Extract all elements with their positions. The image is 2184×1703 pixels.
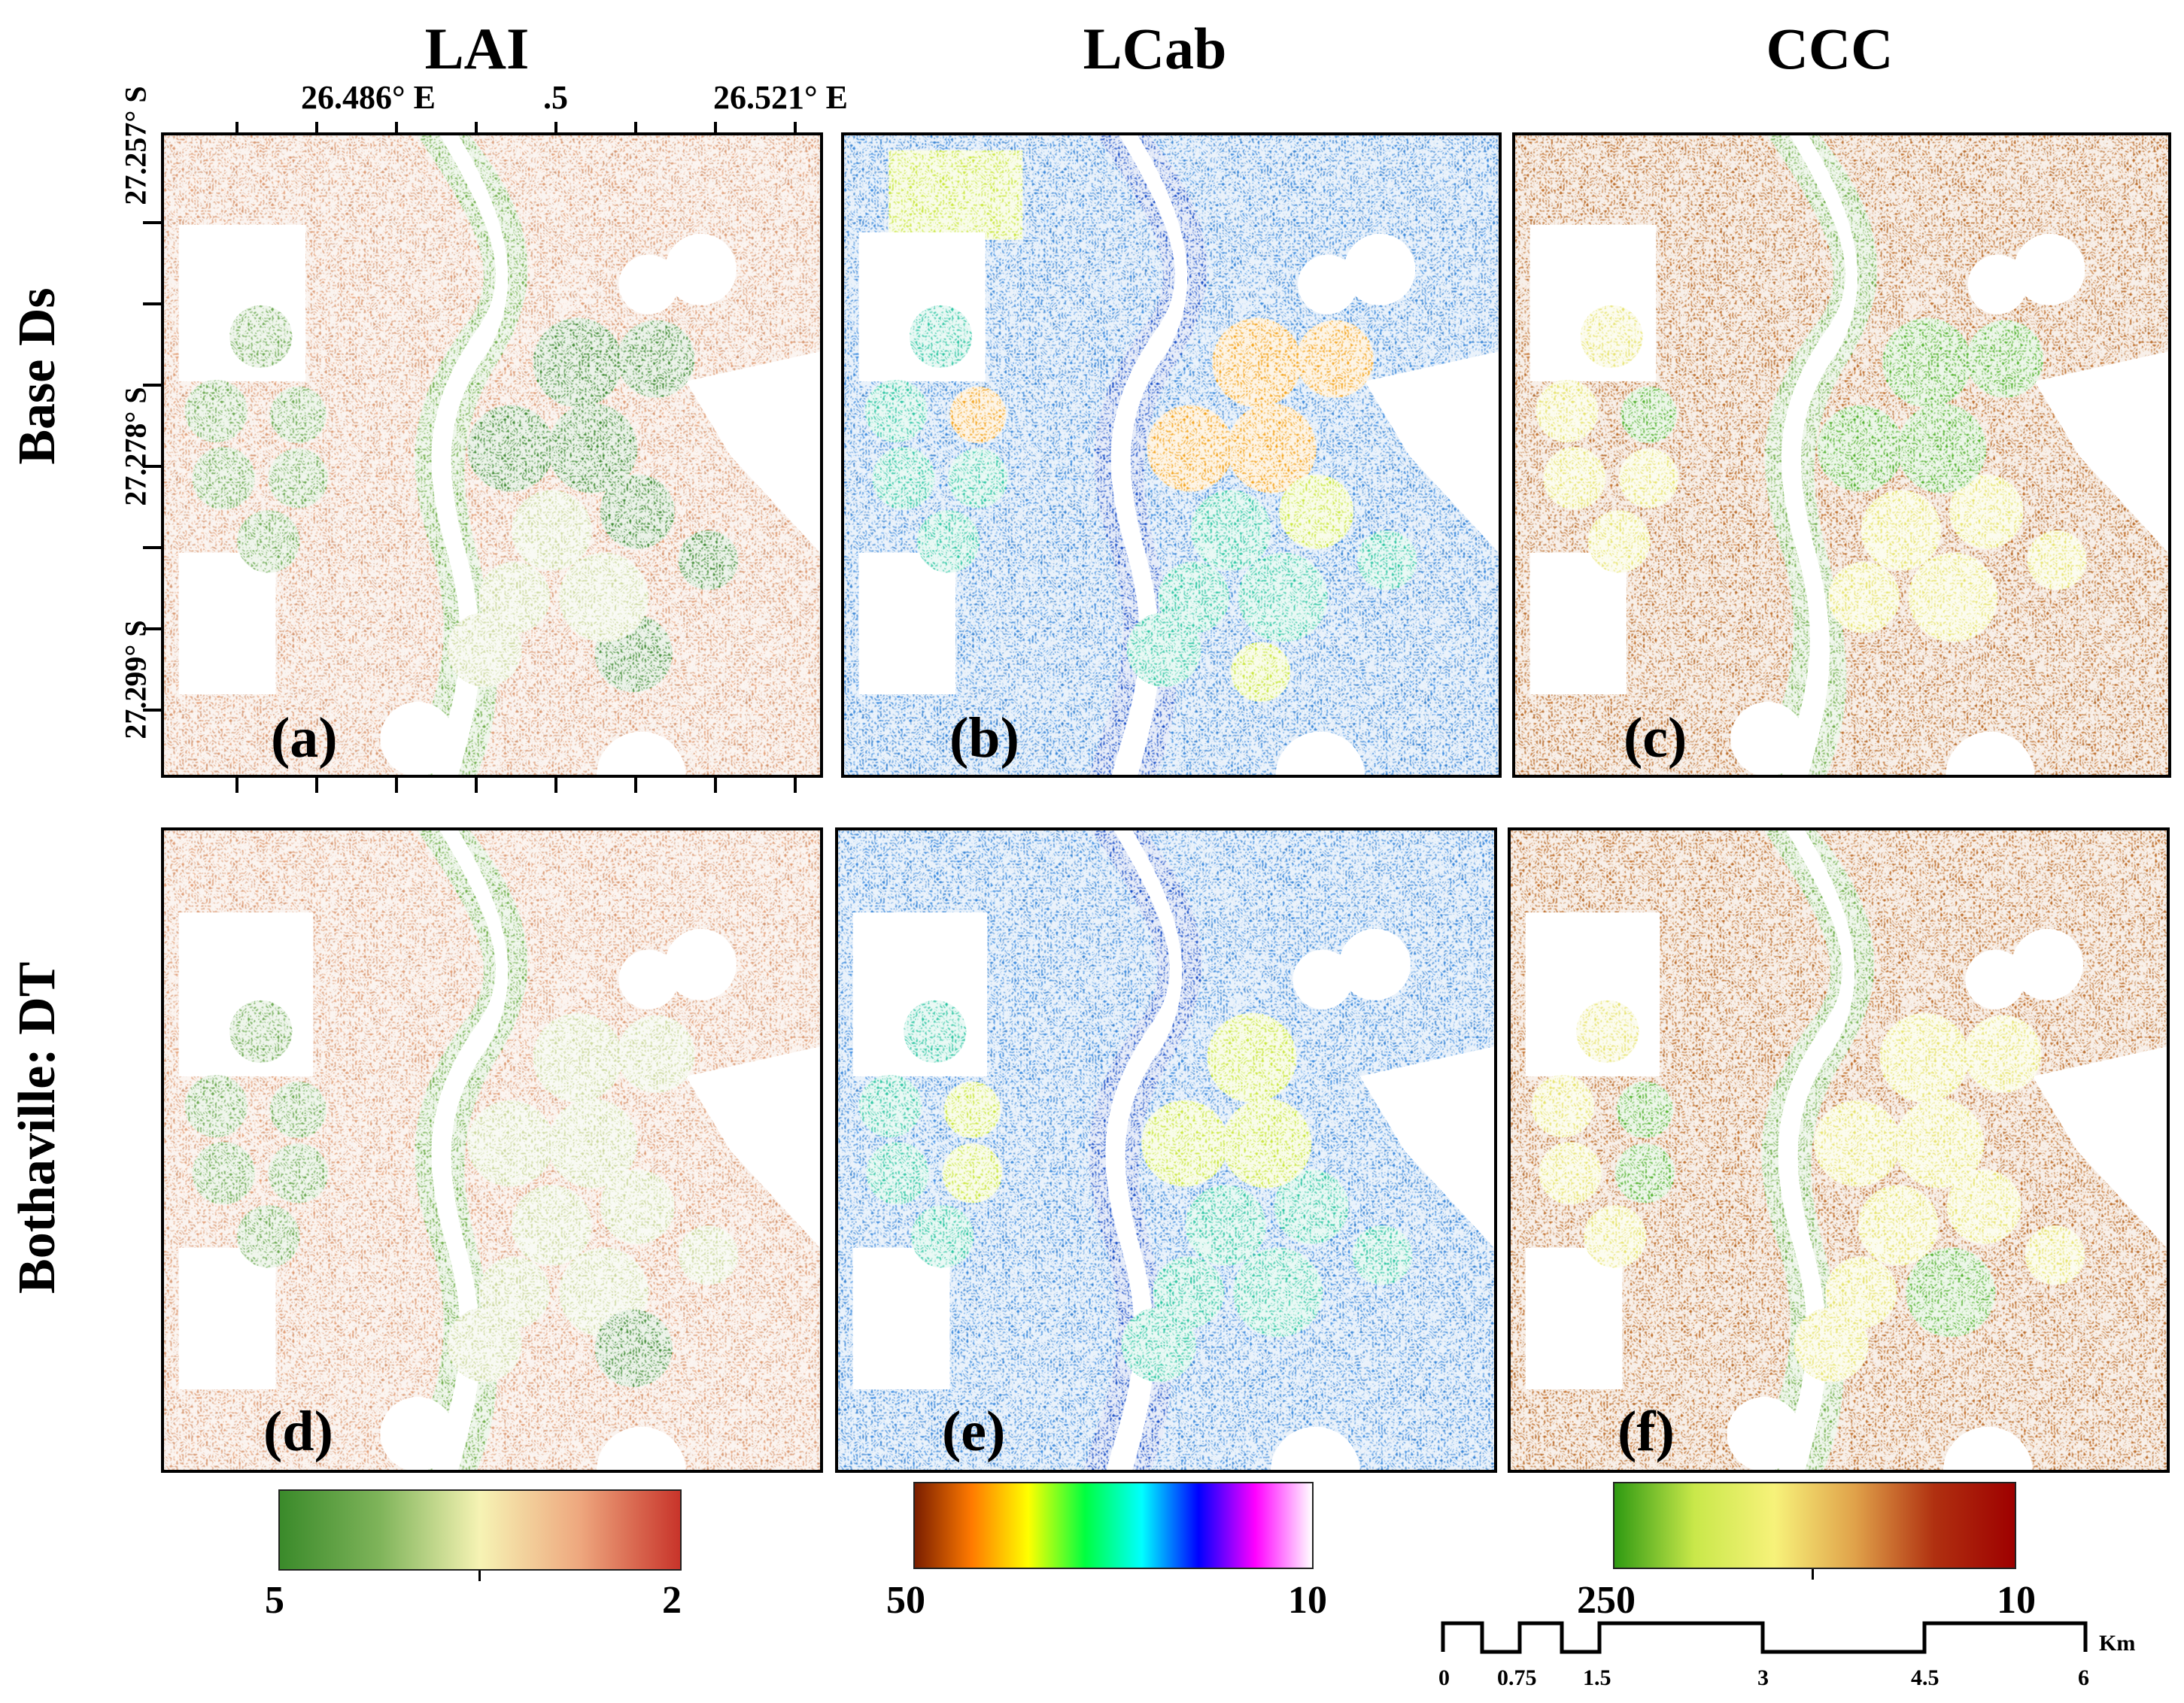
colorbar-lcab xyxy=(913,1482,1314,1569)
colorbar-ccc-midtick xyxy=(1812,1569,1814,1580)
lon-label-1: 26.486° E xyxy=(301,79,436,116)
row-title-bothaville: Bothaville: DT xyxy=(8,961,66,1294)
map-panel-d xyxy=(161,827,823,1473)
column-title-lai: LAI xyxy=(424,16,530,81)
map-lcab-dt xyxy=(838,830,1494,1470)
panel-label-f: (f) xyxy=(1617,1400,1675,1463)
column-title-lcab: LCab xyxy=(1083,16,1227,81)
row-title-base: Base Ds xyxy=(8,287,66,465)
scale-label-075: 0.75 xyxy=(1497,1665,1537,1690)
map-panel-c xyxy=(1512,132,2171,778)
graticule-ticks xyxy=(143,122,797,793)
map-lai-base xyxy=(164,135,820,775)
colorbar-lai xyxy=(278,1489,682,1571)
colorbar-lai-max: 2 xyxy=(662,1579,682,1622)
lon-label-2: .5 xyxy=(543,79,568,116)
scale-label-0: 0 xyxy=(1438,1665,1450,1690)
panel-label-e: (e) xyxy=(942,1400,1006,1463)
colorbar-lai-midtick xyxy=(478,1571,481,1581)
scale-label-45: 4.5 xyxy=(1911,1665,1939,1690)
scale-label-15: 1.5 xyxy=(1583,1665,1611,1690)
map-panel-a xyxy=(161,132,823,778)
colorbar-lai-min: 5 xyxy=(265,1579,284,1622)
map-lai-dt xyxy=(164,830,820,1470)
scale-unit: Km xyxy=(2099,1631,2136,1656)
panel-label-d: (d) xyxy=(263,1400,333,1463)
map-panel-f xyxy=(1508,827,2170,1473)
map-ccc-dt xyxy=(1511,830,2167,1470)
colorbar-lcab-max: 10 xyxy=(1288,1579,1327,1622)
colorbar-ccc xyxy=(1613,1482,2016,1569)
colorbar-ccc-min: 250 xyxy=(1577,1579,1636,1622)
panel-label-b: (b) xyxy=(949,706,1019,770)
colorbar-lcab-min: 50 xyxy=(886,1579,925,1622)
panel-label-c: (c) xyxy=(1624,706,1687,770)
map-ccc-base xyxy=(1515,135,2168,775)
map-panel-e xyxy=(835,827,1497,1473)
map-panel-b xyxy=(841,132,1502,778)
colorbar-ccc-max: 10 xyxy=(1997,1579,2036,1622)
panel-label-a: (a) xyxy=(271,706,338,770)
scale-label-3: 3 xyxy=(1757,1665,1769,1690)
column-title-ccc: CCC xyxy=(1766,16,1894,81)
scale-bar xyxy=(1441,1621,2088,1654)
lon-label-3: 26.521° E xyxy=(713,79,848,116)
scale-label-6: 6 xyxy=(2078,1665,2089,1690)
map-lcab-base xyxy=(844,135,1499,775)
